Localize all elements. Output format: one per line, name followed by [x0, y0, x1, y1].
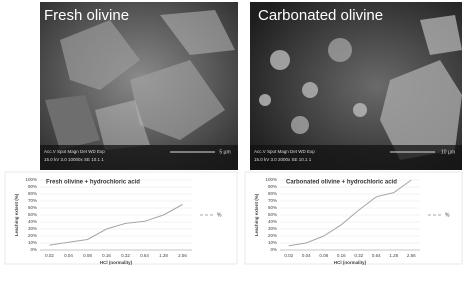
y-tick-label: 50%	[268, 212, 277, 217]
y-tick-label: 10%	[268, 240, 277, 245]
x-tick-label: 2.56	[178, 253, 187, 258]
y-tick-label: 30%	[28, 226, 37, 231]
x-tick-label: 0.32	[121, 253, 130, 258]
y-axis-label: Leaching extent (%)	[14, 193, 19, 236]
image-info: 15.0 kV 3.0 2000x SE 10.1 1	[254, 157, 312, 162]
y-tick-label: 40%	[268, 219, 277, 224]
x-tick-label: 0.64	[140, 253, 149, 258]
x-tick-label: 0.16	[102, 253, 111, 258]
x-axis-label: HCl (normality)	[100, 260, 133, 265]
x-tick-label: 0.02	[45, 253, 54, 258]
legend-label: %	[445, 212, 450, 218]
y-tick-label: 80%	[28, 191, 37, 196]
y-axis-label: Leaching extent (%)	[254, 193, 259, 236]
x-tick-label: 0.64	[372, 253, 381, 258]
x-tick-label: 0.08	[83, 253, 92, 258]
x-tick-label: 0.08	[319, 253, 328, 258]
y-tick-label: 40%	[28, 219, 37, 224]
image-info: 15.0 kV 3.0 10000x SE 10.1 1	[44, 157, 104, 162]
scale-label: 10 µm	[441, 149, 455, 155]
figure: Fresh olivine Acc.V Spot Magn Det WD Exp…	[0, 0, 467, 300]
x-tick-label: 1.28	[159, 253, 168, 258]
y-tick-label: 70%	[268, 198, 277, 203]
y-tick-label: 70%	[28, 198, 37, 203]
y-tick-label: 90%	[268, 184, 277, 189]
x-tick-label: 0.04	[302, 253, 311, 258]
y-tick-label: 50%	[28, 212, 37, 217]
sem-image	[40, 2, 238, 170]
y-tick-label: 0%	[270, 247, 277, 252]
y-tick-label: 20%	[28, 233, 37, 238]
image-info: Acc.V Spot Magn Det WD Exp	[254, 149, 315, 154]
y-tick-label: 20%	[268, 233, 277, 238]
y-tick-label: 60%	[268, 205, 277, 210]
y-tick-label: 100%	[25, 177, 37, 182]
image-label: Fresh olivine	[44, 7, 129, 24]
x-tick-label: 2.56	[407, 253, 416, 258]
chart-title: Fresh olivine + hydrochloric acid	[46, 180, 140, 186]
y-tick-label: 0%	[30, 247, 37, 252]
y-tick-label: 90%	[28, 184, 37, 189]
image-info: Acc.V Spot Magn Det WD Exp	[44, 149, 105, 154]
y-tick-label: 100%	[265, 177, 277, 182]
x-tick-label: 0.32	[354, 253, 363, 258]
x-axis-label: HCl (normality)	[334, 260, 367, 265]
y-tick-label: 10%	[28, 240, 37, 245]
x-tick-label: 0.04	[64, 253, 73, 258]
sem-image	[250, 2, 462, 170]
x-tick-label: 1.28	[389, 253, 398, 258]
y-tick-label: 60%	[28, 205, 37, 210]
image-label: Carbonated olivine	[258, 7, 383, 24]
scale-label: 5 µm	[219, 149, 230, 155]
x-tick-label: 0.16	[337, 253, 346, 258]
x-tick-label: 0.02	[284, 253, 293, 258]
y-tick-label: 80%	[268, 191, 277, 196]
chart-title: Carbonated olivine + hydrochloric acid	[286, 180, 397, 186]
legend-label: %	[217, 212, 222, 218]
y-tick-label: 30%	[268, 226, 277, 231]
